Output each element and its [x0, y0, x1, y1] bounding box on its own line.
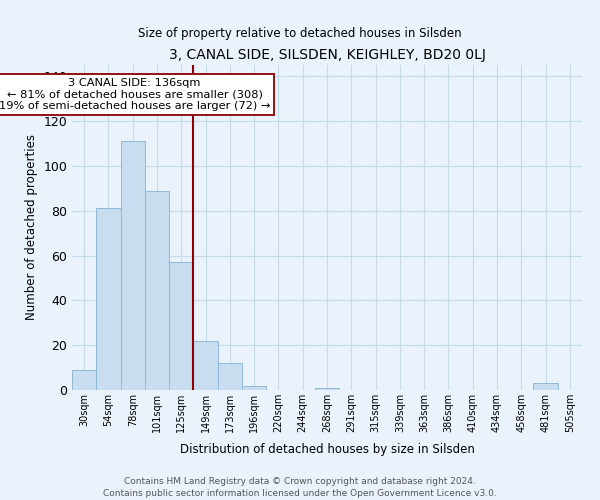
Bar	[96, 208, 121, 390]
Y-axis label: Number of detached properties: Number of detached properties	[25, 134, 38, 320]
X-axis label: Distribution of detached houses by size in Silsden: Distribution of detached houses by size …	[179, 444, 475, 456]
Bar	[193, 340, 218, 390]
Bar	[121, 141, 145, 390]
Title: 3, CANAL SIDE, SILSDEN, KEIGHLEY, BD20 0LJ: 3, CANAL SIDE, SILSDEN, KEIGHLEY, BD20 0…	[169, 48, 485, 62]
Bar	[533, 384, 558, 390]
Bar	[169, 262, 193, 390]
Text: Size of property relative to detached houses in Silsden: Size of property relative to detached ho…	[138, 28, 462, 40]
Text: Contains HM Land Registry data © Crown copyright and database right 2024.
Contai: Contains HM Land Registry data © Crown c…	[103, 476, 497, 498]
Bar	[218, 363, 242, 390]
Bar	[145, 190, 169, 390]
Text: 3 CANAL SIDE: 136sqm
← 81% of detached houses are smaller (308)
19% of semi-deta: 3 CANAL SIDE: 136sqm ← 81% of detached h…	[0, 78, 270, 111]
Bar	[315, 388, 339, 390]
Bar	[242, 386, 266, 390]
Bar	[72, 370, 96, 390]
